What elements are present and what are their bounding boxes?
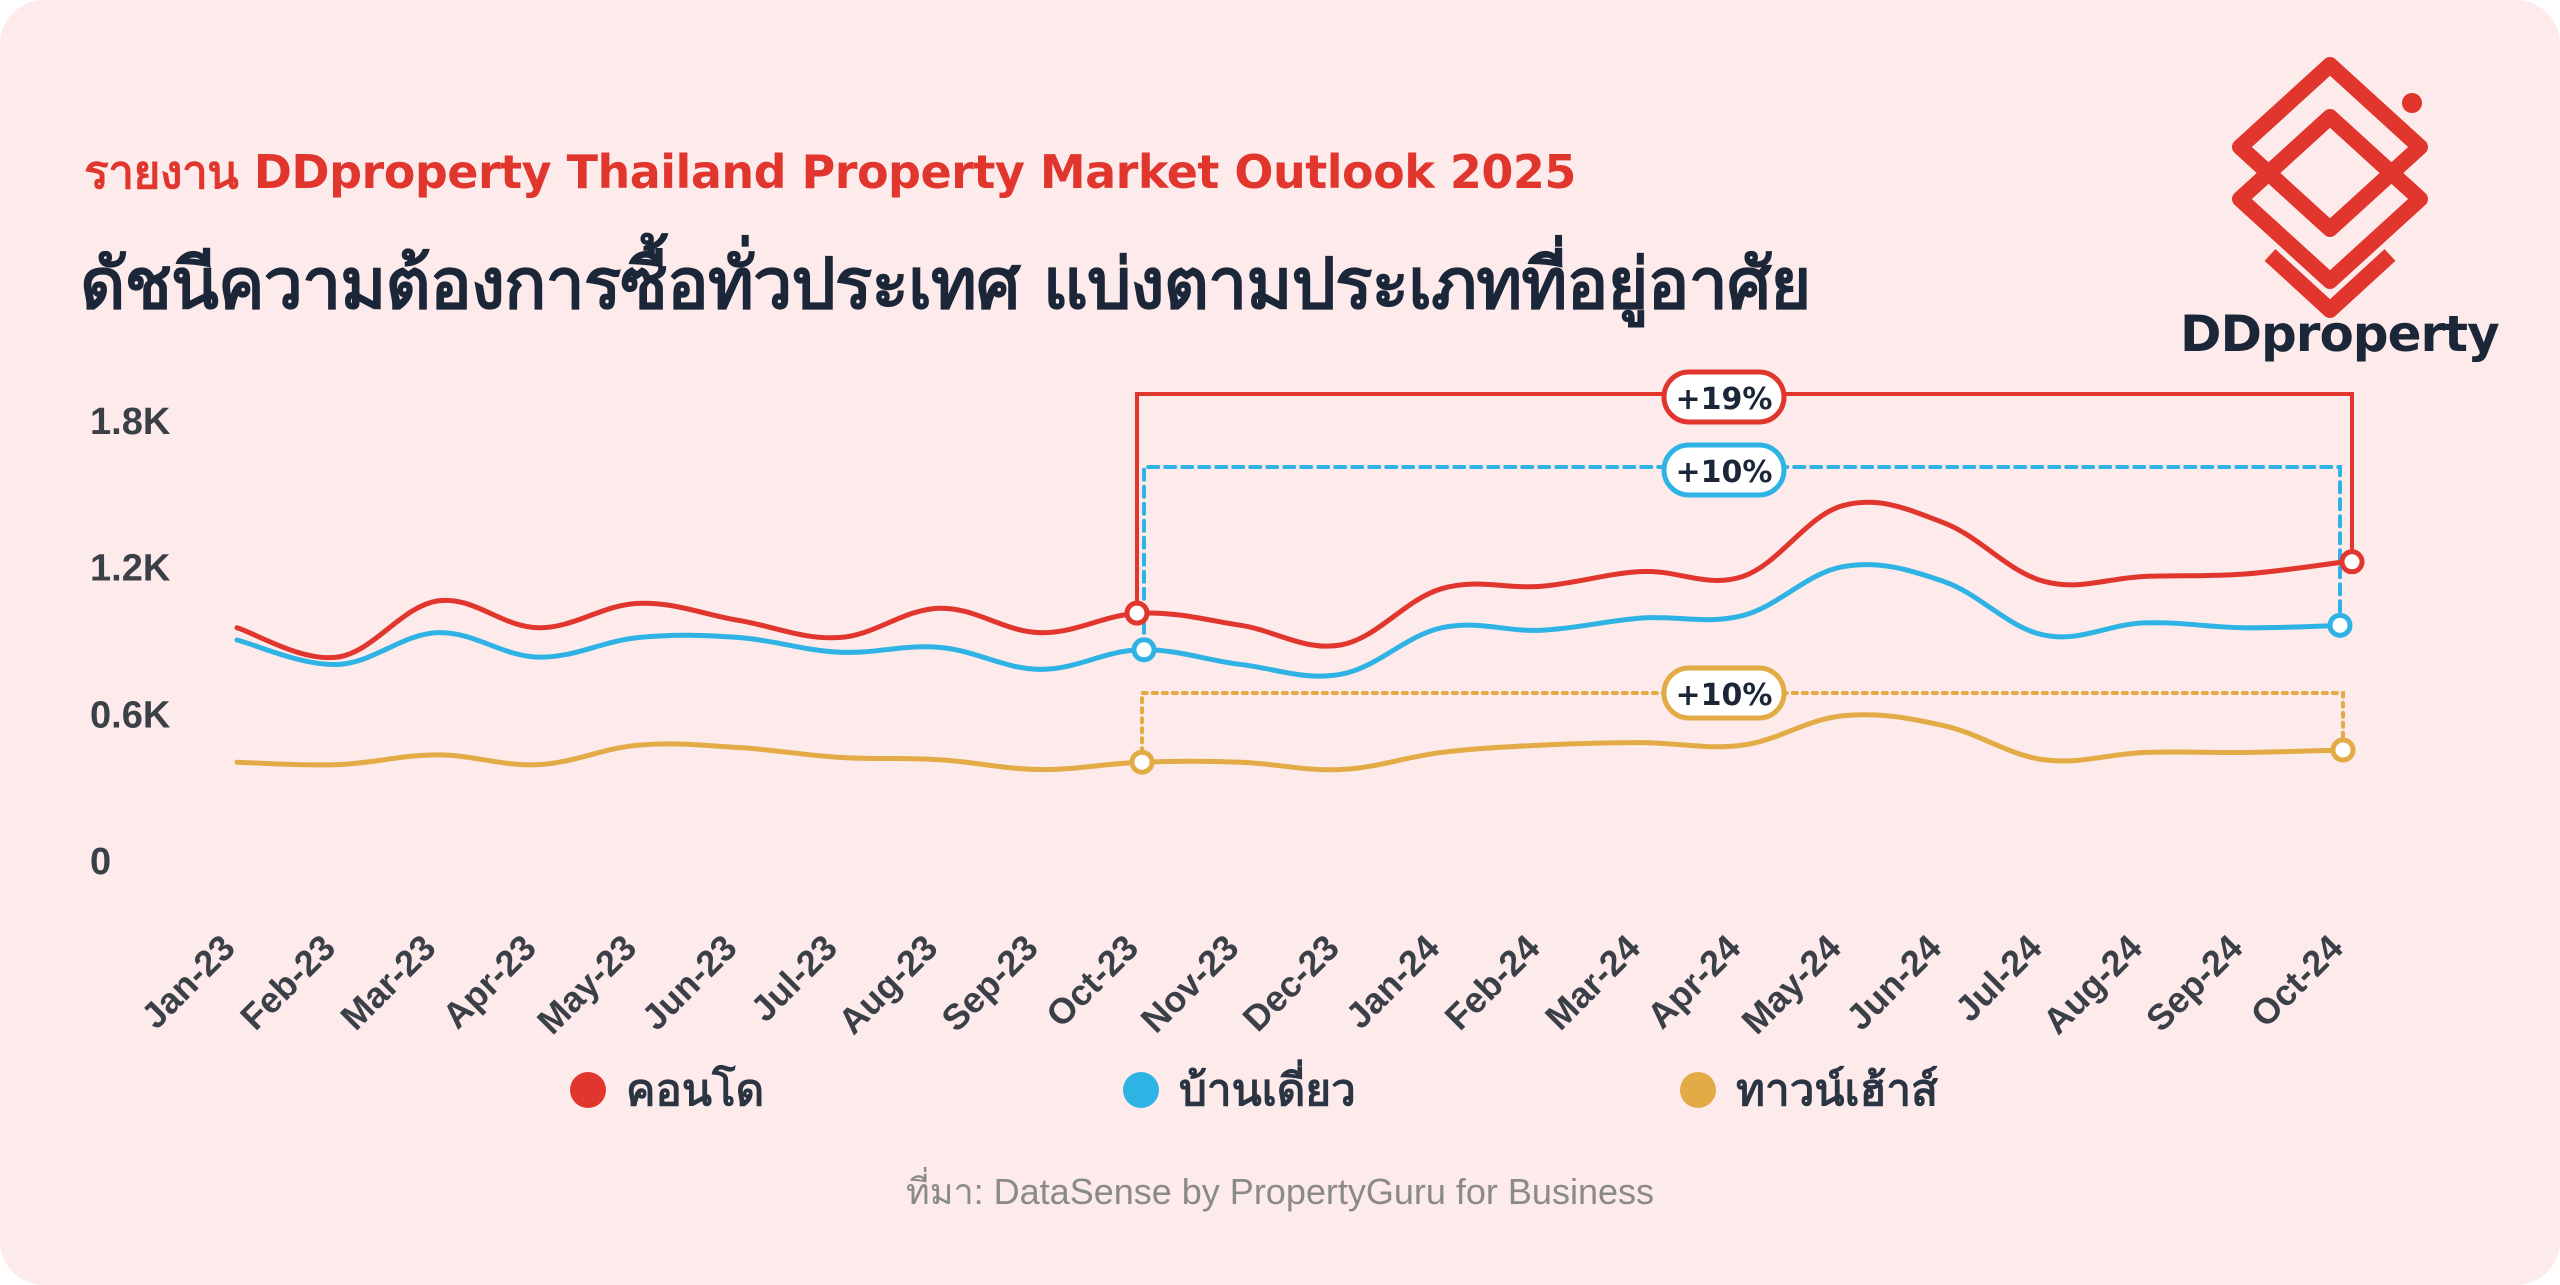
report-subtitle: รายงาน DDproperty Thailand Property Mark… (84, 145, 1576, 199)
legend-swatch-townhouse (1680, 1072, 1716, 1108)
legend-swatch-condo (570, 1072, 606, 1108)
x-tick-label: Jan-24 (1338, 927, 1448, 1037)
x-tick-label: Apr-23 (434, 927, 544, 1037)
x-tick-label: Jun-23 (634, 927, 745, 1038)
x-tick-label: Jun-24 (1838, 927, 1949, 1038)
data-point-marker (2330, 737, 2356, 763)
x-tick-label: May-23 (529, 927, 644, 1042)
x-tick-label: Sep-24 (2138, 927, 2250, 1039)
x-tick-label: Mar-23 (332, 927, 443, 1038)
data-point-marker (1124, 600, 1150, 626)
x-tick-label: Nov-23 (1133, 927, 1247, 1041)
series-line (234, 712, 2348, 773)
x-tick-label: Feb-23 (232, 927, 343, 1038)
change-label: +10% (1676, 455, 1773, 490)
change-badge (1661, 665, 1787, 721)
x-tick-label: May-24 (1733, 927, 1848, 1042)
y-tick-label: 0 (90, 841, 111, 883)
legend-label-condo: คอนโด (626, 1065, 765, 1116)
y-tick-label: 0.6K (90, 694, 171, 736)
legend-item-townhouse: ทาวน์เฮ้าส์ (1680, 1060, 1938, 1120)
y-tick-label: 1.8K (90, 401, 171, 443)
x-tick-label: Dec-23 (1234, 927, 1346, 1039)
legend-item-condo: คอนโด (570, 1060, 764, 1120)
change-badge (1661, 442, 1787, 498)
change-label: +19% (1676, 382, 1773, 417)
x-tick-label: Oct-23 (1038, 927, 1146, 1035)
data-point-marker (2327, 612, 2353, 638)
legend-label-detached-house: บ้านเดี่ยว (1179, 1065, 1356, 1116)
brand-wordmark: DDproperty (2180, 305, 2500, 363)
x-tick-label: Jan-23 (133, 927, 243, 1037)
series-line (234, 499, 2348, 661)
legend-label-townhouse: ทาวน์เฮ้าส์ (1736, 1065, 1938, 1116)
x-tick-label: Oct-24 (2242, 927, 2350, 1035)
chart-title: ดัชนีความต้องการซื้อทั่วประเทศ แบ่งตามปร… (80, 243, 1811, 325)
data-point-marker (1129, 749, 1155, 775)
data-point-marker (1131, 637, 1157, 663)
series-line (234, 562, 2348, 679)
data-point-marker (2339, 549, 2365, 575)
legend-item-detached-house: บ้านเดี่ยว (1123, 1060, 1356, 1120)
x-tick-label: Aug-24 (2035, 927, 2150, 1042)
legend-swatch-detached-house (1123, 1072, 1159, 1108)
source-note: ที่มา: DataSense by PropertyGuru for Bus… (905, 1171, 1654, 1212)
x-tick-label: Sep-23 (933, 927, 1045, 1039)
change-badge (1661, 369, 1787, 425)
line-chart: 00.6K1.2K1.8KJan-23Feb-23Mar-23Apr-23May… (90, 369, 2365, 1042)
y-tick-label: 1.2K (90, 548, 171, 590)
change-label: +10% (1676, 678, 1773, 713)
comparison-bracket (1135, 392, 2354, 616)
x-tick-label: Apr-24 (1639, 927, 1749, 1037)
x-tick-label: Feb-24 (1437, 927, 1548, 1038)
x-tick-label: Aug-23 (830, 927, 945, 1042)
ddproperty-house-logo-icon (2232, 57, 2428, 318)
x-tick-label: Mar-24 (1537, 927, 1648, 1038)
